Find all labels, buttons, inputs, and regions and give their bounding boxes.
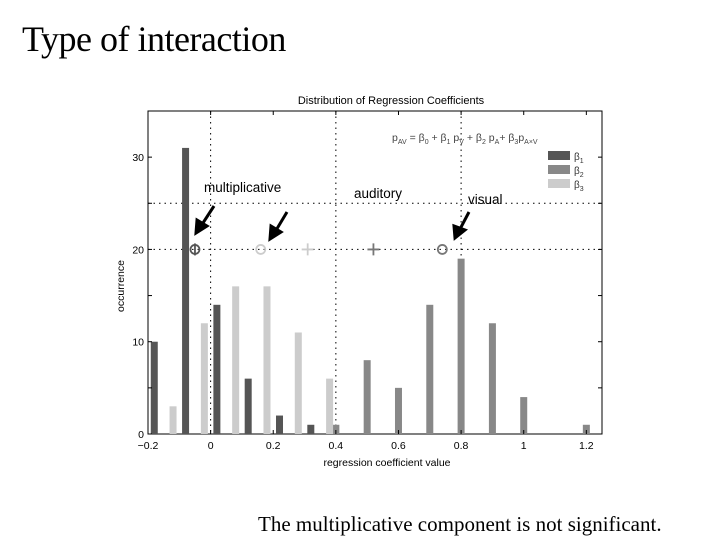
bar-series1-5 <box>307 424 315 434</box>
bar-series3-4 <box>294 332 302 434</box>
y-tick-label-0: 0 <box>138 429 144 441</box>
bar-series3-3 <box>263 286 271 434</box>
bar-series2-5 <box>488 323 496 434</box>
bars <box>150 147 590 434</box>
x-tick-label-4: 0.6 <box>391 440 406 452</box>
bar-series2-4 <box>457 258 465 434</box>
annotation-arrows <box>194 205 471 242</box>
bar-series2-2 <box>394 387 402 434</box>
marker-circle-2 <box>255 244 267 255</box>
bar-series3-5 <box>326 378 334 434</box>
bar-series2-3 <box>426 304 434 434</box>
equation: pAV = β0 + β1 pV + β2 pA+ β3pA×V <box>392 132 538 146</box>
bar-series3-1 <box>200 323 208 434</box>
slide-title: Type of interaction <box>22 19 286 59</box>
bar-series2-6 <box>520 397 528 434</box>
marker-circle-5 <box>436 244 448 255</box>
marker-plus-4 <box>367 243 380 256</box>
bar-series2-7 <box>582 424 590 434</box>
x-tick-label-5: 0.8 <box>454 440 469 452</box>
y-tick-label-2: 20 <box>132 244 144 256</box>
x-tick-label-6: 1 <box>521 440 527 452</box>
y-tick-label-3: 30 <box>132 152 144 164</box>
bar-series1-3 <box>244 378 252 434</box>
legend-swatch-3 <box>548 179 570 188</box>
legend: β1 β2 β3 <box>548 151 584 193</box>
bar-series3-2 <box>232 286 240 434</box>
x-tick-label-3: 0.4 <box>329 440 344 452</box>
legend-label-3: β3 <box>574 180 584 193</box>
y-axis-label: occurrence <box>115 260 127 312</box>
x-axis-label: regression coefficient value <box>323 457 450 469</box>
y-tick-label-1: 10 <box>132 337 144 349</box>
arrowhead-3 <box>452 223 469 241</box>
markers <box>189 243 448 256</box>
marker-plus-3 <box>301 243 314 256</box>
slide-footer: The multiplicative component is not sign… <box>258 512 662 536</box>
arrowhead-2 <box>268 223 284 242</box>
plot-area <box>147 110 603 435</box>
bar-series2-0 <box>332 424 340 434</box>
annotation-visual: visual <box>468 192 503 207</box>
bar-series1-2 <box>213 304 221 434</box>
x-tick-label-7: 1.2 <box>579 440 594 452</box>
annotation-multiplicative: multiplicative <box>204 180 281 195</box>
arrowhead-1 <box>194 217 210 236</box>
bar-series1-1 <box>182 147 190 434</box>
equation-text: pAV = β0 + β1 pV + β2 pA+ β3pA×V <box>392 132 538 146</box>
chart-title: Distribution of Regression Coefficients <box>298 95 485 107</box>
bar-series1-0 <box>150 341 158 434</box>
x-tick-label-2: 0.2 <box>266 440 281 452</box>
x-tick-label-1: 0 <box>208 440 214 452</box>
bar-series2-1 <box>363 360 371 434</box>
legend-swatch-2 <box>548 165 570 174</box>
legend-swatch-1 <box>548 151 570 160</box>
bar-series1-4 <box>276 415 284 434</box>
legend-label-1: β1 <box>574 152 584 165</box>
annotation-auditory: auditory <box>354 186 402 201</box>
legend-label-2: β2 <box>574 166 584 179</box>
x-tick-label-0: −0.2 <box>138 440 159 452</box>
bar-series3-0 <box>169 406 177 434</box>
